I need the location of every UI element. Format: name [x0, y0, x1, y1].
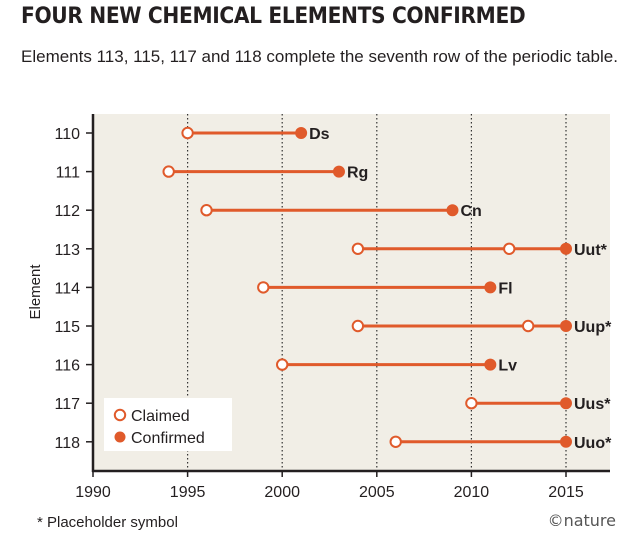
element-symbol-label: Cn [460, 203, 481, 220]
claimed-point [521, 319, 535, 333]
x-axis: 1990 1995 2000 2005 2010 2015 [75, 469, 610, 501]
claimed-point [503, 242, 516, 256]
chart-subtitle: Elements 113, 115, 117 and 118 complete … [21, 47, 618, 66]
y-tick-label: 116 [54, 358, 80, 375]
claimed-point [276, 358, 289, 371]
x-tick-label: 1990 [75, 484, 111, 501]
legend-box [104, 398, 232, 451]
confirmed-point [560, 320, 572, 332]
claimed-point [200, 204, 213, 217]
element-symbol-label: Uuo* [574, 435, 612, 452]
legend-label: Claimed [131, 408, 190, 425]
claimed-point [465, 397, 478, 410]
element-symbol-label: Lv [498, 358, 517, 375]
claimed-point [162, 165, 175, 178]
y-tick-label: 117 [54, 396, 80, 413]
confirmed-point [484, 281, 497, 294]
confirmed-point [332, 165, 345, 178]
y-tick-label: 111 [56, 165, 80, 182]
legend: Claimed Confirmed [104, 398, 232, 451]
y-tick-label: 118 [54, 435, 80, 452]
legend-label: Confirmed [131, 430, 205, 447]
y-tick-label: 114 [54, 280, 80, 297]
data-points [162, 126, 572, 448]
series-lines [168, 131, 566, 444]
confirmed-point [560, 435, 572, 448]
legend-claimed-marker [113, 408, 127, 422]
x-tick-label: 2015 [548, 484, 584, 501]
element-symbol-label: Uup* [574, 319, 612, 336]
legend-confirmed-marker [114, 431, 126, 443]
y-axis-label: Element [27, 264, 44, 320]
confirmed-point [560, 397, 572, 410]
chart-title: FOUR NEW CHEMICAL ELEMENTS CONFIRMED [21, 4, 526, 29]
footnote: * Placeholder symbol [37, 514, 178, 531]
claimed-point [257, 281, 270, 294]
x-tick-label: 1995 [170, 484, 206, 501]
x-tick-label: 2010 [454, 484, 490, 501]
claimed-point [351, 319, 365, 333]
claimed-point [181, 126, 194, 140]
element-symbol-label: Uus* [574, 396, 611, 413]
y-axis: 110 111 112 113 114 115 116 117 118 [54, 114, 95, 472]
x-tick-label: 2005 [359, 484, 395, 501]
y-tick-label: 113 [54, 242, 80, 259]
confirmed-point [446, 204, 459, 217]
element-symbol-label: Ds [309, 126, 330, 143]
claimed-point [351, 242, 365, 256]
claimed-point [389, 435, 402, 448]
confirmed-point [484, 358, 497, 371]
nature-logo: ©nature [547, 511, 616, 530]
confirmed-point [295, 127, 308, 139]
element-symbol-label: Rg [347, 165, 368, 182]
element-symbol-label: Fl [498, 280, 512, 297]
confirmed-point [560, 242, 572, 255]
element-symbol-labels: Ds Rg Cn Uut* Fl Uup* Lv Uus* Uuo* [309, 126, 612, 452]
element-symbol-label: Uut* [574, 242, 608, 259]
y-tick-label: 115 [54, 319, 80, 336]
x-tick-label: 2000 [264, 484, 300, 501]
y-tick-label: 110 [54, 126, 80, 143]
y-tick-label: 112 [54, 203, 80, 220]
